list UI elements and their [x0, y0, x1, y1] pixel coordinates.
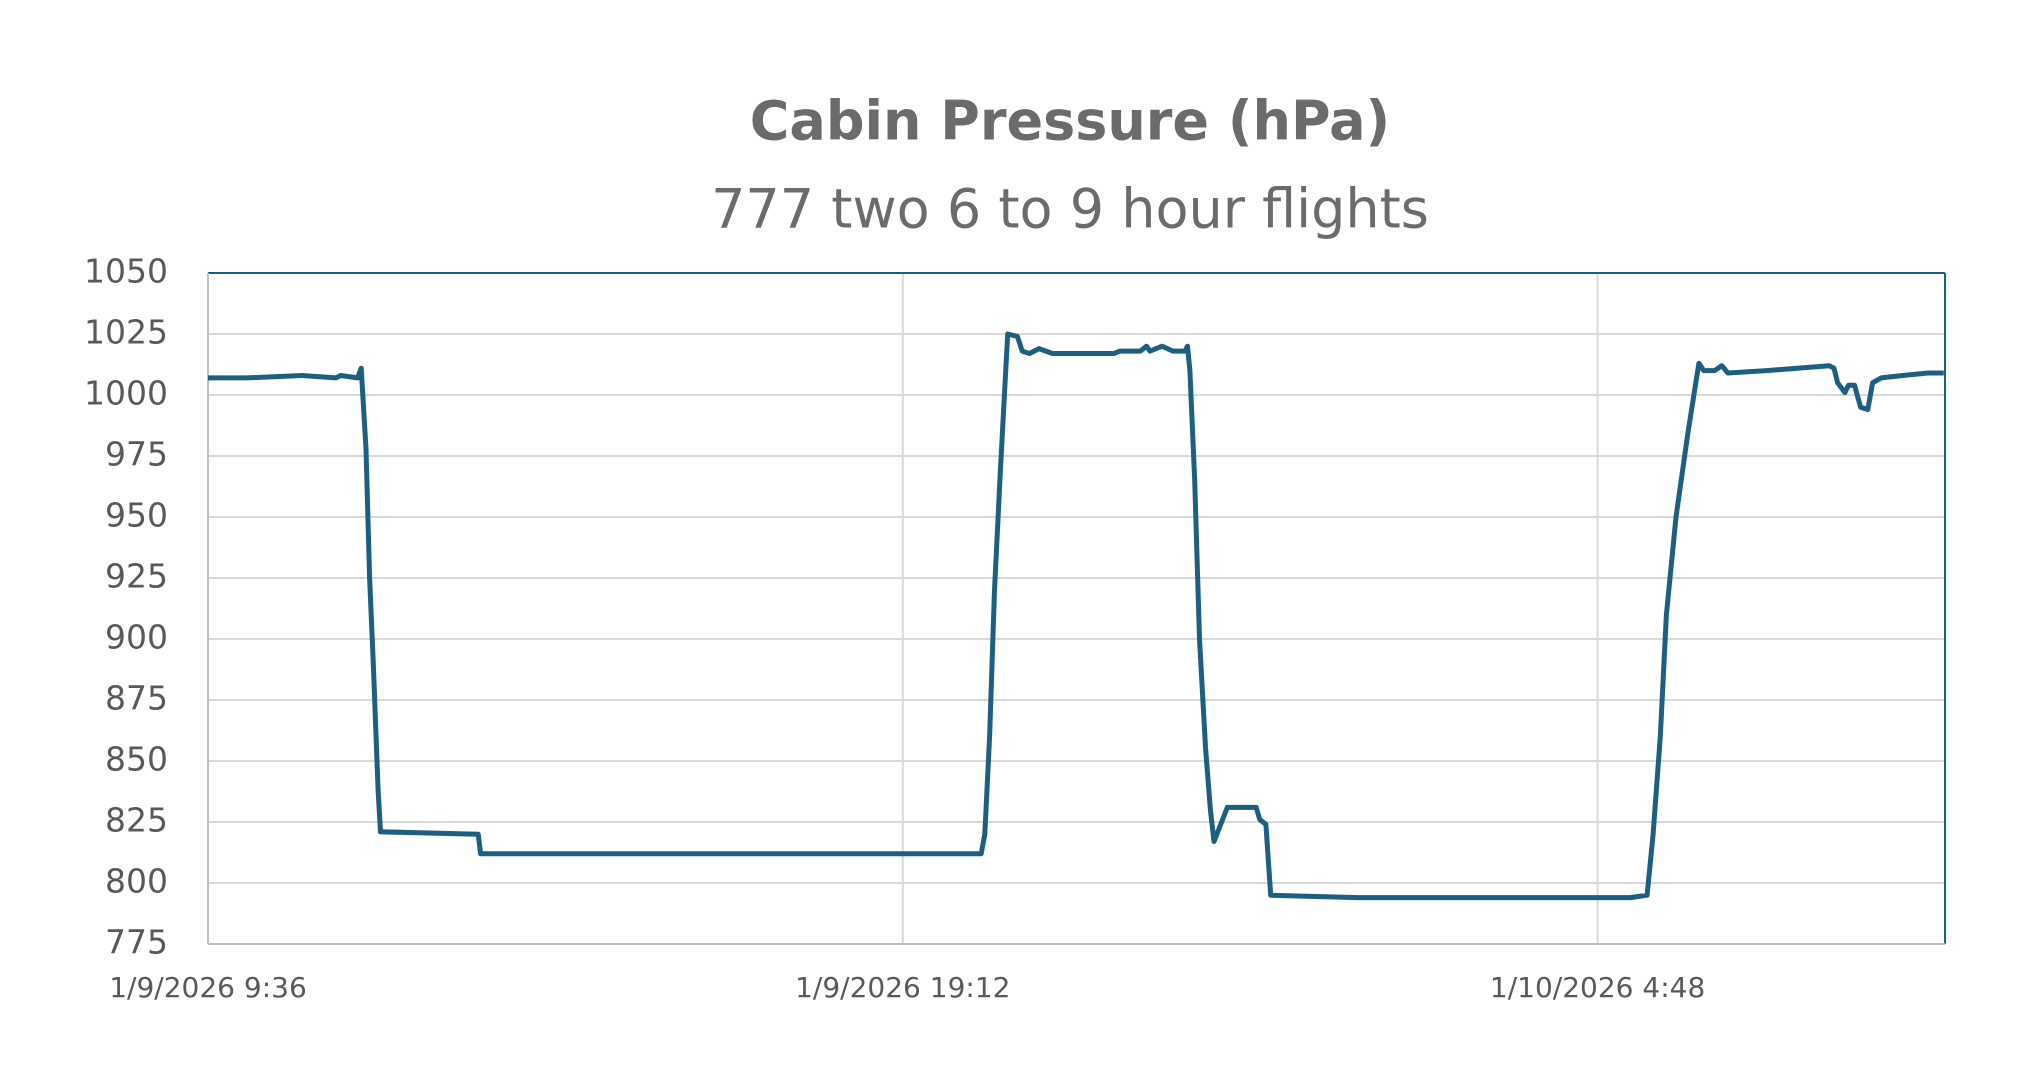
y-tick-label: 1025 — [84, 313, 168, 352]
x-tick-label: 1/10/2026 4:48 — [1490, 971, 1705, 1004]
chart-subtitle: 777 two 6 to 9 hour flights — [711, 178, 1429, 241]
y-tick-label: 925 — [105, 557, 168, 596]
y-tick-label: 825 — [105, 801, 168, 840]
y-tick-label: 975 — [105, 435, 168, 474]
y-tick-label: 1000 — [84, 374, 168, 413]
y-tick-label: 950 — [105, 496, 168, 535]
y-tick-label: 1050 — [84, 252, 168, 291]
y-tick-label: 850 — [105, 740, 168, 779]
x-tick-label: 1/9/2026 19:12 — [795, 971, 1010, 1004]
data-line — [208, 331, 1944, 901]
y-tick-label: 800 — [105, 862, 168, 901]
x-tick-label: 1/9/2026 9:36 — [109, 971, 307, 1004]
chart-title: Cabin Pressure (hPa) — [750, 90, 1390, 153]
y-tick-label: 875 — [105, 679, 168, 718]
y-tick-label: 900 — [105, 618, 168, 657]
y-tick-label: 775 — [105, 923, 168, 962]
